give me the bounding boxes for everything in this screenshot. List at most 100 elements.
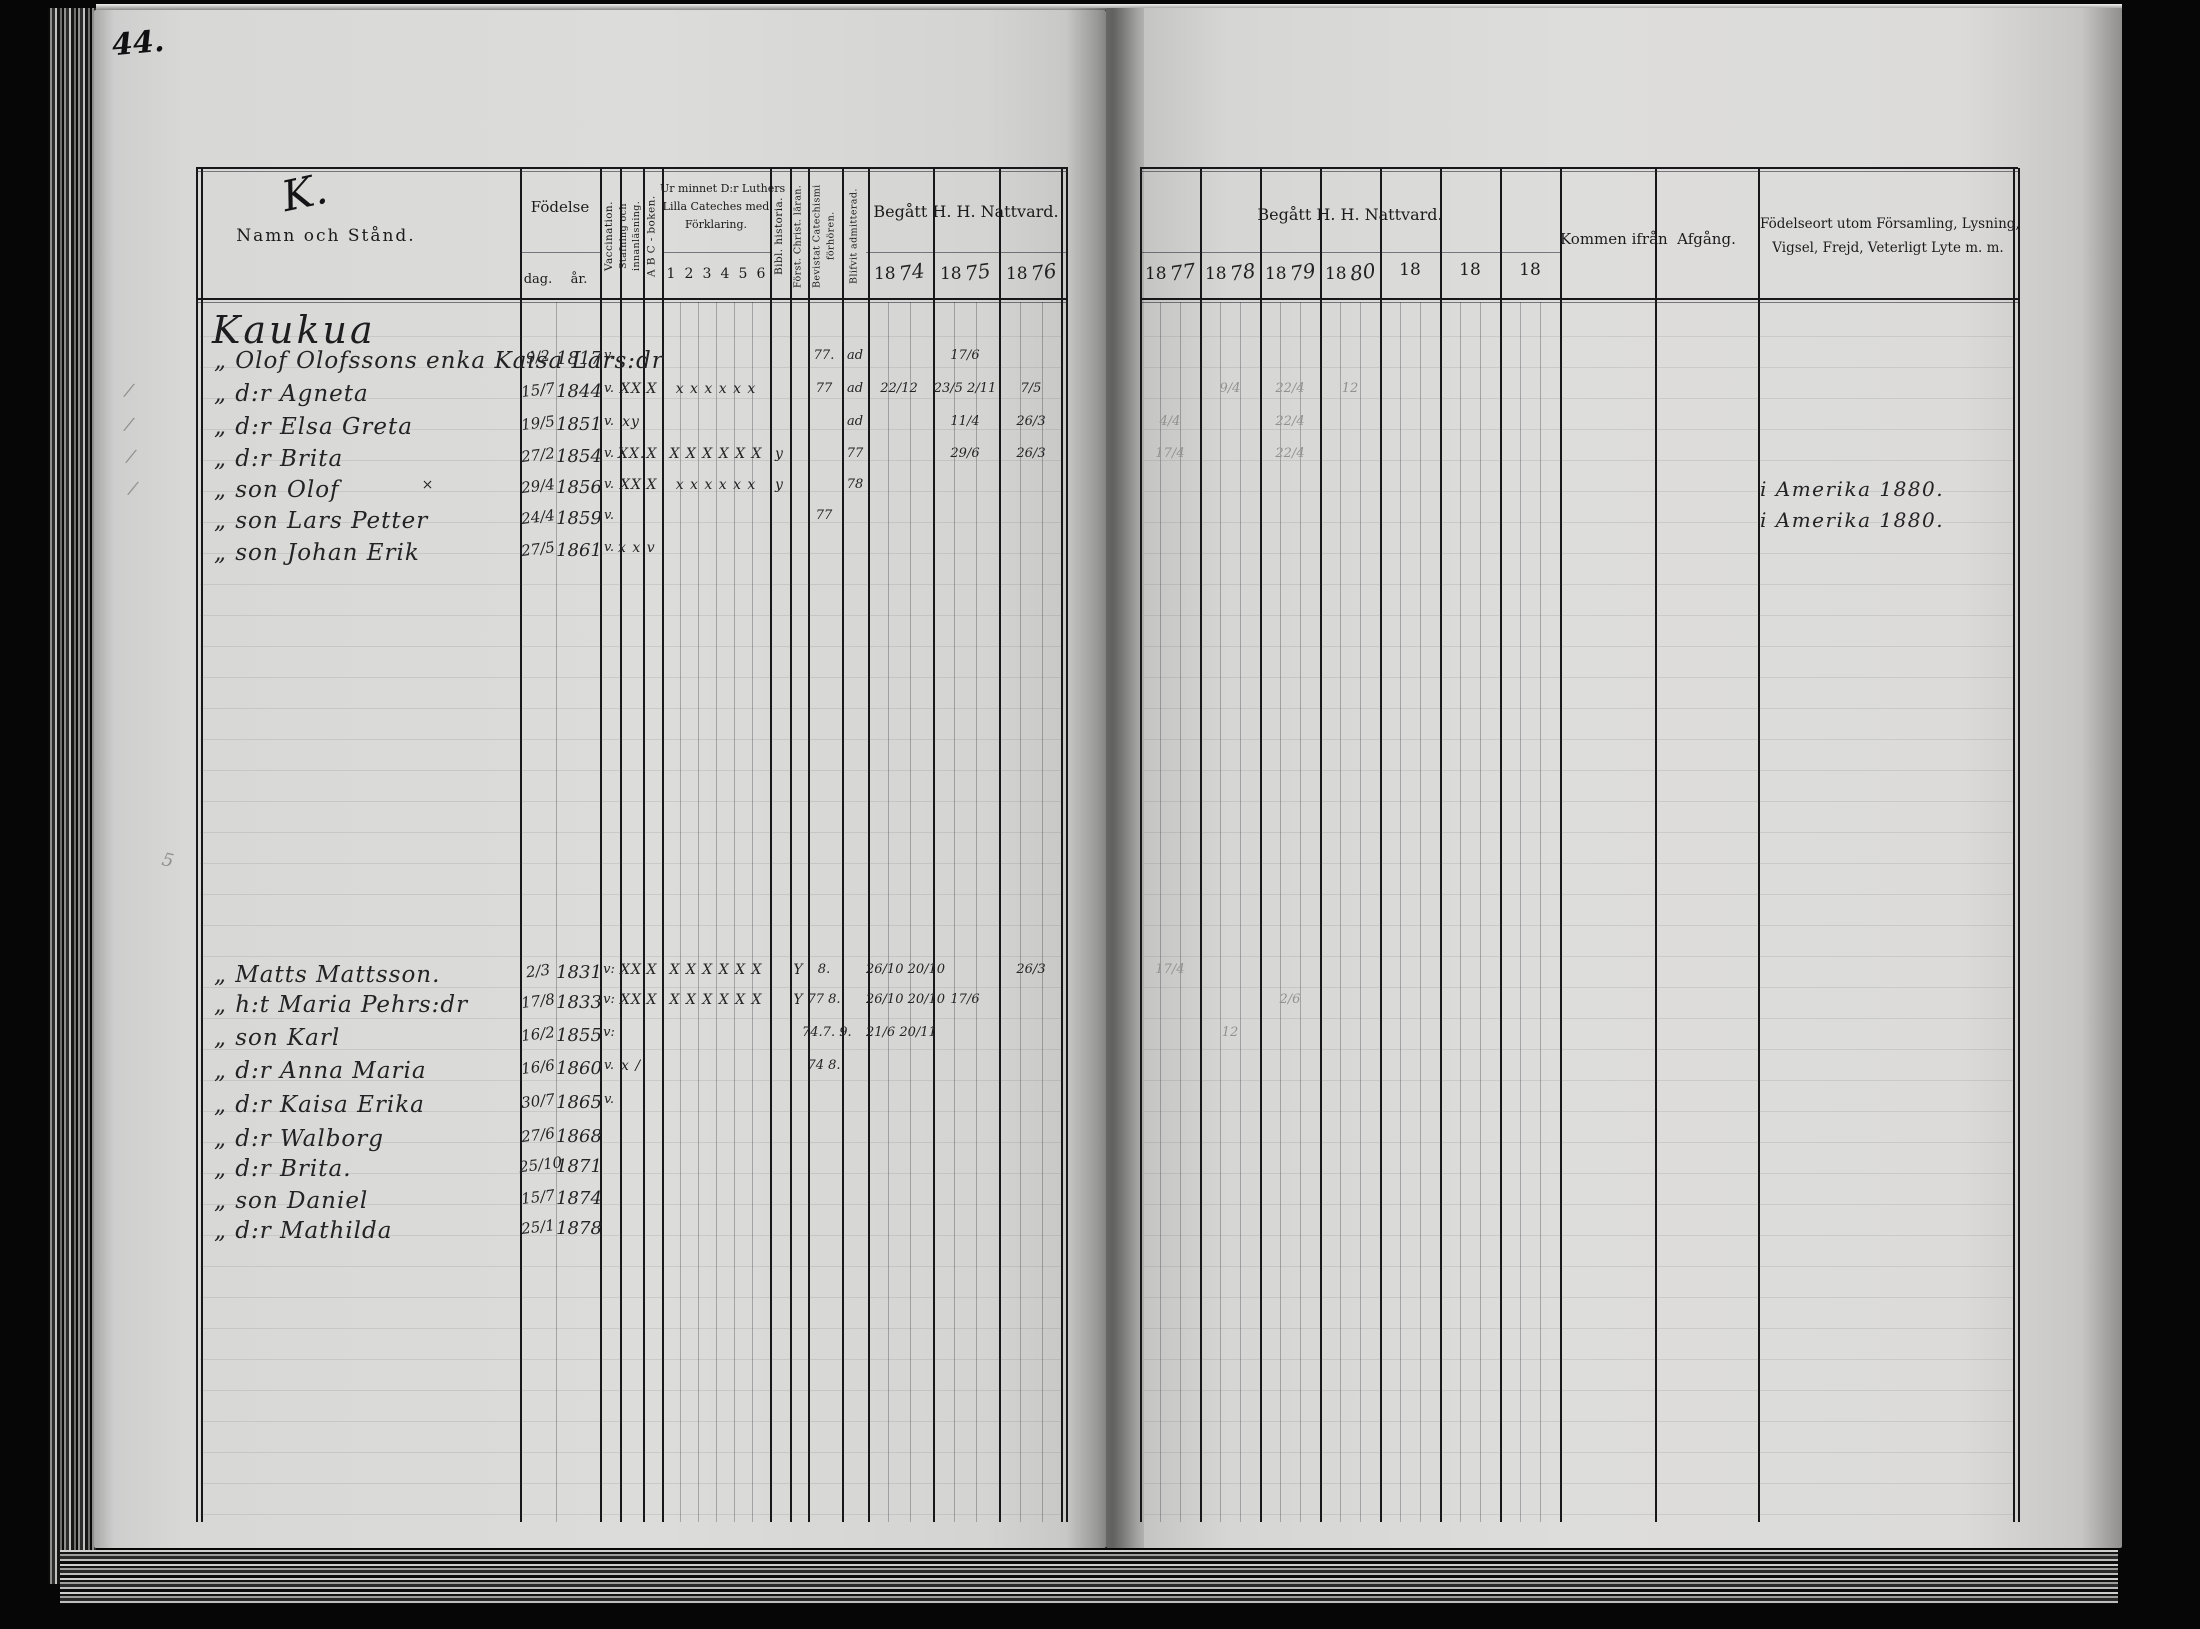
bevistat-column-header-line2: förhören. (825, 211, 837, 261)
catechism-grade-3: 3 (702, 266, 712, 282)
grid-line-vertical (1460, 302, 1461, 1522)
grid-line-vertical (1480, 302, 1481, 1522)
grid-line-vertical (196, 168, 198, 1522)
grid-line-vertical (2013, 168, 2015, 1522)
year-printed: 18 (939, 264, 962, 284)
cell-ar: 1856 (556, 477, 602, 498)
cell-cat: X X X X X X (669, 446, 763, 462)
cell-y1879: 22/4 (1275, 381, 1305, 396)
year-handwritten: 79 (1288, 258, 1317, 286)
cell-name: „ d:r Brita. (214, 1156, 352, 1182)
page-stack-edge-bottom (60, 1550, 2118, 1604)
grid-line-horizontal (1140, 167, 2018, 169)
cell-name: „ Matts Mattsson. (214, 962, 441, 988)
catechism-header-line2: Lilla Cateches med (662, 200, 770, 213)
year-cell-1880: 1880 (1320, 258, 1380, 286)
cell-name: „ son Olof (214, 477, 340, 503)
grid-line-vertical (770, 168, 772, 1522)
grid-line-vertical (556, 302, 557, 1522)
cell-y1875: 11/4 (950, 414, 980, 429)
grid-line-vertical (1240, 302, 1241, 1522)
grid-line-vertical (1020, 302, 1021, 1522)
cell-ar: 1844 (556, 381, 602, 402)
cell-stafning: XX (620, 381, 642, 397)
grid-line-vertical (698, 302, 699, 1522)
cell-ar: 1874 (556, 1188, 602, 1209)
cell-y1874: 22/12 (880, 381, 918, 396)
cell-vacc: v. (604, 1092, 614, 1107)
cell-y1877: 17/4 (1155, 446, 1185, 461)
grid-line-horizontal (1140, 298, 2018, 300)
cell-abc: X (646, 381, 658, 397)
grid-line-vertical (1540, 302, 1541, 1522)
grid-line-vertical (1061, 168, 1063, 1522)
cell-vacc: v. (604, 446, 614, 461)
year-cell-1876: 1876 (998, 258, 1064, 285)
birth-sub-year: år. (570, 272, 588, 287)
grid-line-vertical (1400, 302, 1401, 1522)
cell-forst: Y (793, 962, 804, 978)
cell-ar: 1854 (556, 446, 602, 467)
cell-fodelseort: i Amerika 1880. (1760, 508, 1945, 532)
cell-vacc: v. (604, 348, 614, 363)
grid-line-vertical (954, 302, 955, 1522)
grid-line-vertical (201, 168, 203, 1522)
grid-line-vertical (888, 302, 889, 1522)
stafning-column-header-line1: Stafning och (618, 203, 629, 269)
grid-line-vertical (1380, 168, 1382, 1522)
cell-stafning: XX (620, 962, 642, 978)
grid-line-vertical (662, 168, 664, 1522)
grid-line-vertical (1520, 302, 1521, 1522)
catechism-grade-1: 1 (666, 266, 676, 282)
name-column-flourish: K. (277, 163, 332, 222)
year-handwritten: 80 (1348, 258, 1377, 286)
cell-vacc: v. (604, 414, 614, 429)
cell-y1875: 17/6 (950, 992, 980, 1007)
cell-y1876: 26/3 (1016, 446, 1046, 461)
catechism-header-line3: Förklaring. (684, 218, 748, 231)
cell-fodelseort: i Amerika 1880. (1760, 477, 1945, 501)
grid-line-vertical (1655, 168, 1657, 1522)
grid-line-vertical (1140, 168, 1142, 1522)
year-cell-1874: 1874 (866, 258, 932, 286)
grid-line-horizontal (196, 171, 1068, 172)
cell-ar: 1851 (556, 414, 602, 435)
grid-line-vertical (976, 302, 977, 1522)
year-printed: 18 (1264, 264, 1287, 284)
cell-stafning: XX. (618, 446, 646, 462)
grid-line-vertical (1066, 168, 1068, 1522)
catechism-grade-4: 4 (720, 266, 730, 282)
grid-line-vertical (1160, 302, 1161, 1522)
year-handwritten: 74 (897, 258, 926, 286)
cell-y1880: 12 (1341, 381, 1359, 396)
grid-line-vertical (680, 302, 681, 1522)
cell-name: „ son Lars Petter (214, 508, 429, 534)
grid-line-horizontal (866, 252, 1066, 253)
year-printed: 18 (1144, 264, 1167, 284)
nattvard-header-right: Begått H. H. Nattvard. (1257, 205, 1443, 224)
grid-line-vertical (1340, 302, 1341, 1522)
cell-ar: 1833 (556, 992, 602, 1013)
grid-line-vertical (1042, 302, 1043, 1522)
cell-y1876: 26/3 (1016, 962, 1046, 977)
cell-name: „ Olof Olofssons enka Kaisa Lars:dr (214, 348, 664, 374)
cell-admitterad: 77 (846, 446, 864, 461)
grid-line-vertical (868, 168, 870, 1522)
grid-line-horizontal (196, 298, 1068, 300)
cell-admitterad: 78 (846, 477, 864, 492)
grid-line-vertical (643, 168, 645, 1522)
grid-line-vertical (1360, 302, 1361, 1522)
cell-name: „ d:r Agneta (214, 381, 369, 407)
grid-line-vertical (1220, 302, 1221, 1522)
year-cell-1878: 1878 (1200, 258, 1260, 285)
cell-abc: X (646, 962, 658, 978)
cell-ar: 1860 (556, 1058, 602, 1079)
cell-stafning: x / (620, 1058, 642, 1074)
grid-line-horizontal (196, 167, 1068, 169)
year-printed: 18 (873, 264, 896, 284)
cell-name: „ son Karl (214, 1025, 341, 1051)
cell-ar: 1861 (556, 540, 602, 561)
kommen-ifran-column-header: Kommen ifrån (1560, 230, 1668, 248)
cell-stafning: xy (622, 414, 640, 430)
